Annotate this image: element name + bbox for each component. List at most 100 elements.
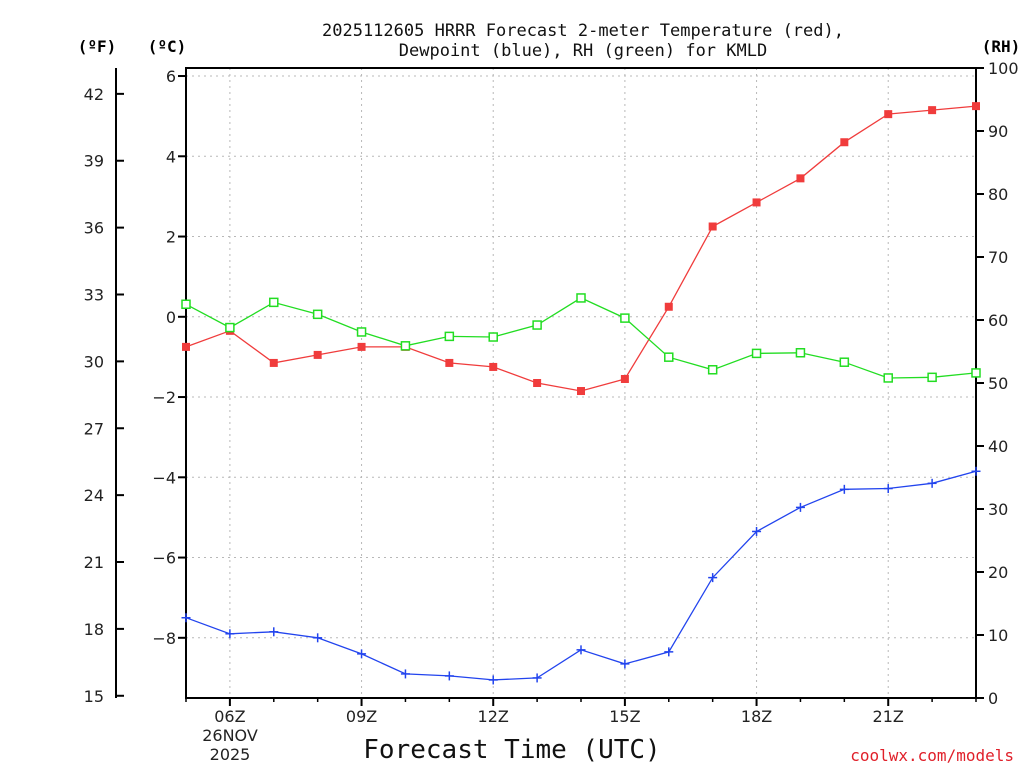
rh-point (532, 320, 542, 330)
fahrenheit-tick-label: 24 (84, 486, 104, 505)
x-tick-label: 09Z (346, 707, 377, 726)
rh-tick-label: 70 (988, 248, 1008, 267)
dewpoint-point (532, 673, 542, 683)
x-tick-label: 18Z (741, 707, 772, 726)
fahrenheit-tick-label: 42 (84, 85, 104, 104)
x-axis-title: Forecast Time (UTC) (363, 735, 660, 765)
dewpoint-point (444, 671, 454, 681)
dewpoint-point (313, 633, 323, 643)
dewpoint-point (839, 484, 849, 494)
rh-point (400, 341, 411, 351)
temperature-point (445, 358, 454, 367)
rh-tick-label: 80 (988, 185, 1008, 204)
rh-point (356, 327, 367, 337)
rh-point (795, 348, 806, 358)
credit-link[interactable]: coolwx.com/models (850, 746, 1014, 765)
fahrenheit-tick-label: 15 (84, 687, 104, 706)
celsius-tick-label: −4 (152, 468, 176, 487)
temperature-point (577, 387, 585, 396)
dewpoint-point (883, 484, 893, 494)
dewpoint-point (357, 649, 367, 659)
rh-tick-label: 40 (988, 437, 1008, 456)
dewpoint-point (752, 526, 762, 536)
rh-tick-label: 50 (988, 374, 1008, 393)
temperature-point (708, 222, 717, 231)
fahrenheit-tick-label: 21 (84, 553, 104, 572)
data-series (181, 102, 981, 685)
temperature-point (182, 342, 190, 351)
chart-title-line-1: 2025112605 HRRR Forecast 2-meter Tempera… (322, 21, 844, 41)
rh-point (312, 309, 323, 320)
celsius-tick-label: 6 (166, 67, 176, 86)
rh-point (839, 357, 850, 367)
dewpoint-point (576, 645, 586, 655)
rh-tick-label: 90 (988, 122, 1008, 141)
rh-tick-label: 0 (988, 689, 998, 708)
celsius-unit-label: (ºC) (148, 37, 187, 56)
date-label-year: 2025 (210, 745, 251, 764)
x-tick-label: 21Z (873, 707, 904, 726)
celsius-tick-label: 4 (166, 147, 176, 166)
temperature-point (533, 379, 542, 387)
temperature-point (972, 102, 980, 111)
dewpoint-point (269, 627, 279, 637)
rh-tick-label: 20 (988, 563, 1008, 582)
rh-tick-label: 100 (988, 59, 1019, 78)
x-tick-label: 15Z (609, 707, 640, 726)
x-tick-label: 12Z (478, 707, 509, 726)
dewpoint-series (181, 466, 981, 685)
fahrenheit-unit-label: (ºF) (78, 37, 117, 56)
temperature-point (489, 362, 498, 371)
rh-point (444, 331, 455, 342)
rh-point (707, 365, 718, 375)
rh-point (620, 313, 630, 323)
dewpoint-point (664, 647, 674, 657)
dewpoint-point (971, 466, 981, 476)
dewpoint-point (620, 659, 630, 669)
dewpoint-point (708, 573, 718, 583)
rh-point (883, 373, 893, 383)
temperature-point (664, 302, 673, 311)
temperature-point (357, 342, 366, 351)
rh-point (181, 299, 191, 309)
celsius-tick-label: −8 (152, 629, 176, 648)
rh-tick-label: 30 (988, 500, 1008, 519)
dewpoint-point (488, 675, 498, 685)
dewpoint-point (400, 669, 410, 679)
temperature-point (796, 174, 805, 183)
dewpoint-point (225, 629, 235, 639)
rh-point (927, 372, 937, 383)
rh-tick-label: 60 (988, 311, 1008, 330)
celsius-tick-label: −2 (152, 388, 176, 407)
rh-point (971, 368, 981, 378)
rh-unit-label: (RH) (982, 37, 1021, 56)
rh-point (751, 348, 762, 359)
rh-tick-label: 10 (988, 626, 1008, 645)
fahrenheit-tick-label: 18 (84, 620, 104, 639)
rh-point (225, 322, 235, 333)
rh-point (664, 352, 674, 362)
temperature-point (269, 358, 278, 367)
temperature-point (840, 138, 849, 147)
rh-point (269, 297, 279, 308)
chart-title-line-2: Dewpoint (blue), RH (green) for KMLD (399, 41, 767, 61)
temperature-point (752, 198, 761, 207)
temperature-point (928, 106, 937, 115)
celsius-tick-label: 2 (166, 228, 176, 247)
fahrenheit-tick-label: 30 (84, 352, 104, 371)
celsius-tick-label: 0 (166, 308, 176, 327)
fahrenheit-tick-label: 33 (84, 285, 104, 304)
date-label-day: 26NOV (202, 726, 258, 745)
x-tick-label: 06Z (214, 707, 245, 726)
temperature-point (313, 350, 322, 359)
temperature-series (182, 102, 980, 396)
dewpoint-point (927, 478, 937, 488)
fahrenheit-tick-label: 36 (84, 219, 104, 238)
celsius-tick-label: −6 (152, 549, 176, 568)
rh-point (488, 332, 498, 342)
dewpoint-point (795, 502, 805, 512)
axis-ticks: 06Z 09Z 12Z 15Z 18Z 21Z6420−2−4−6−84239363330… (84, 59, 1019, 726)
fahrenheit-tick-label: 39 (84, 152, 104, 171)
